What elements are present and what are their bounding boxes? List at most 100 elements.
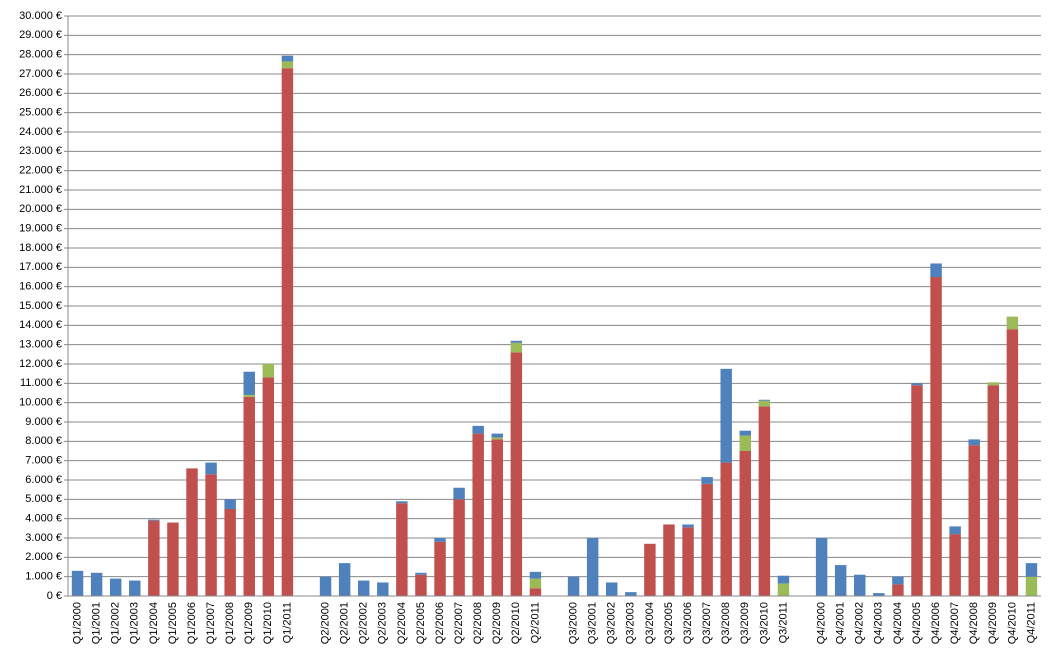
bar-segment xyxy=(167,522,179,596)
y-tick-label: 17.000 € xyxy=(19,261,62,273)
bar-segment xyxy=(148,520,160,596)
y-tick-label: 15.000 € xyxy=(19,300,62,312)
x-tick-label: Q4/2008 xyxy=(968,602,980,644)
bar-segment xyxy=(892,576,904,585)
y-tick-label: 9.000 € xyxy=(25,416,62,428)
bar-segment xyxy=(281,68,294,596)
x-tick-label: Q4/2000 xyxy=(816,602,828,644)
bar-segment xyxy=(396,503,408,596)
bar-segment xyxy=(911,385,923,596)
x-tick-label: Q4/2003 xyxy=(873,602,885,644)
y-tick-label: 23.000 € xyxy=(19,145,62,157)
bar-segment xyxy=(625,592,637,596)
bar-segment xyxy=(434,541,446,596)
bar-segment xyxy=(930,263,942,277)
bar-segment xyxy=(930,277,942,596)
y-tick-label: 26.000 € xyxy=(19,87,62,99)
x-tick-label: Q4/2006 xyxy=(930,602,942,644)
y-tick-label: 18.000 € xyxy=(19,242,62,254)
y-tick-label: 25.000 € xyxy=(19,107,62,119)
y-tick-label: 2.000 € xyxy=(25,551,62,563)
x-tick-label: Q1/2007 xyxy=(205,602,217,644)
bar-segment xyxy=(491,439,503,596)
x-tick-label: Q1/2001 xyxy=(91,602,103,644)
bar-segment xyxy=(453,487,465,500)
bar-segment xyxy=(262,364,275,378)
bar-segment xyxy=(987,382,1000,386)
y-tick-label: 0 € xyxy=(47,590,62,602)
bar-segment xyxy=(777,583,790,596)
bar-segment xyxy=(682,527,694,596)
bar-segment xyxy=(815,538,828,596)
y-tick-label: 13.000 € xyxy=(19,339,62,351)
x-tick-label: Q1/2006 xyxy=(186,602,198,644)
bar-segment xyxy=(148,519,160,521)
bar-segment xyxy=(606,582,618,596)
y-tick-label: 22.000 € xyxy=(19,165,62,177)
bar-segment xyxy=(472,433,484,596)
y-tick-label: 19.000 € xyxy=(19,223,62,235)
x-tick-label: Q4/2010 xyxy=(1006,602,1018,644)
x-tick-label: Q4/2002 xyxy=(854,602,866,644)
y-tick-label: 28.000 € xyxy=(19,49,62,61)
bar-segment xyxy=(949,526,961,535)
y-tick-label: 1.000 € xyxy=(25,571,62,583)
bar-segment xyxy=(529,588,542,596)
x-tick-label: Q4/2001 xyxy=(835,602,847,644)
x-tick-label: Q2/2010 xyxy=(510,602,522,644)
bar-segment xyxy=(1025,576,1038,596)
x-tick-label: Q2/2011 xyxy=(529,602,541,643)
y-tick-label: 10.000 € xyxy=(19,397,62,409)
x-tick-label: Q1/2008 xyxy=(224,602,236,644)
bar-segment xyxy=(529,571,542,579)
bar-segment xyxy=(415,574,427,596)
bar-segment xyxy=(357,580,370,596)
x-tick-label: Q3/2005 xyxy=(663,602,675,644)
x-tick-label: Q3/2010 xyxy=(758,602,770,644)
x-tick-label: Q3/2007 xyxy=(701,602,713,644)
bar-segment xyxy=(968,445,980,596)
bar-segment xyxy=(224,509,236,596)
y-tick-label: 12.000 € xyxy=(19,358,62,370)
bar-segment xyxy=(701,483,713,596)
x-tick-label: Q2/2003 xyxy=(377,602,389,644)
y-tick-label: 24.000 € xyxy=(19,126,62,138)
x-tick-label: Q1/2003 xyxy=(129,602,141,644)
bar-segment xyxy=(71,570,84,596)
y-tick-label: 20.000 € xyxy=(19,203,62,215)
x-tick-label: Q1/2002 xyxy=(110,602,122,644)
x-tick-label: Q3/2003 xyxy=(625,602,637,644)
bar-segment xyxy=(319,576,332,596)
x-tick-label: Q3/2008 xyxy=(720,602,732,644)
bar-segment xyxy=(663,524,675,596)
x-tick-label: Q3/2006 xyxy=(682,602,694,644)
y-tick-label: 27.000 € xyxy=(19,68,62,80)
bar-segment xyxy=(720,462,732,596)
bar-segment xyxy=(968,439,980,446)
bar-segment xyxy=(529,578,542,589)
x-tick-label: Q2/2004 xyxy=(396,602,408,644)
bar-segment xyxy=(567,576,580,596)
bar-segment xyxy=(243,396,255,596)
bar-segment xyxy=(205,462,217,475)
x-tick-label: Q4/2007 xyxy=(949,602,961,644)
bar-segment xyxy=(586,538,599,596)
bar-segment xyxy=(1006,329,1019,596)
bar-segment xyxy=(911,383,923,386)
y-tick-label: 7.000 € xyxy=(25,455,62,467)
x-tick-label: Q3/2001 xyxy=(587,602,599,644)
bar-segment xyxy=(377,582,389,596)
bar-segment xyxy=(243,394,255,397)
x-tick-label: Q1/2009 xyxy=(243,602,255,644)
bar-segment xyxy=(281,61,294,69)
bar-segment xyxy=(892,584,904,596)
bar-segment xyxy=(262,377,275,596)
bar-segment xyxy=(682,524,694,528)
bar-segment xyxy=(491,437,503,440)
y-tick-label: 5.000 € xyxy=(25,493,62,505)
y-tick-label: 29.000 € xyxy=(19,29,62,41)
bar-segment xyxy=(949,534,961,596)
y-tick-label: 21.000 € xyxy=(19,184,62,196)
x-tick-label: Q3/2011 xyxy=(777,602,789,643)
x-tick-label: Q1/2004 xyxy=(148,602,160,644)
